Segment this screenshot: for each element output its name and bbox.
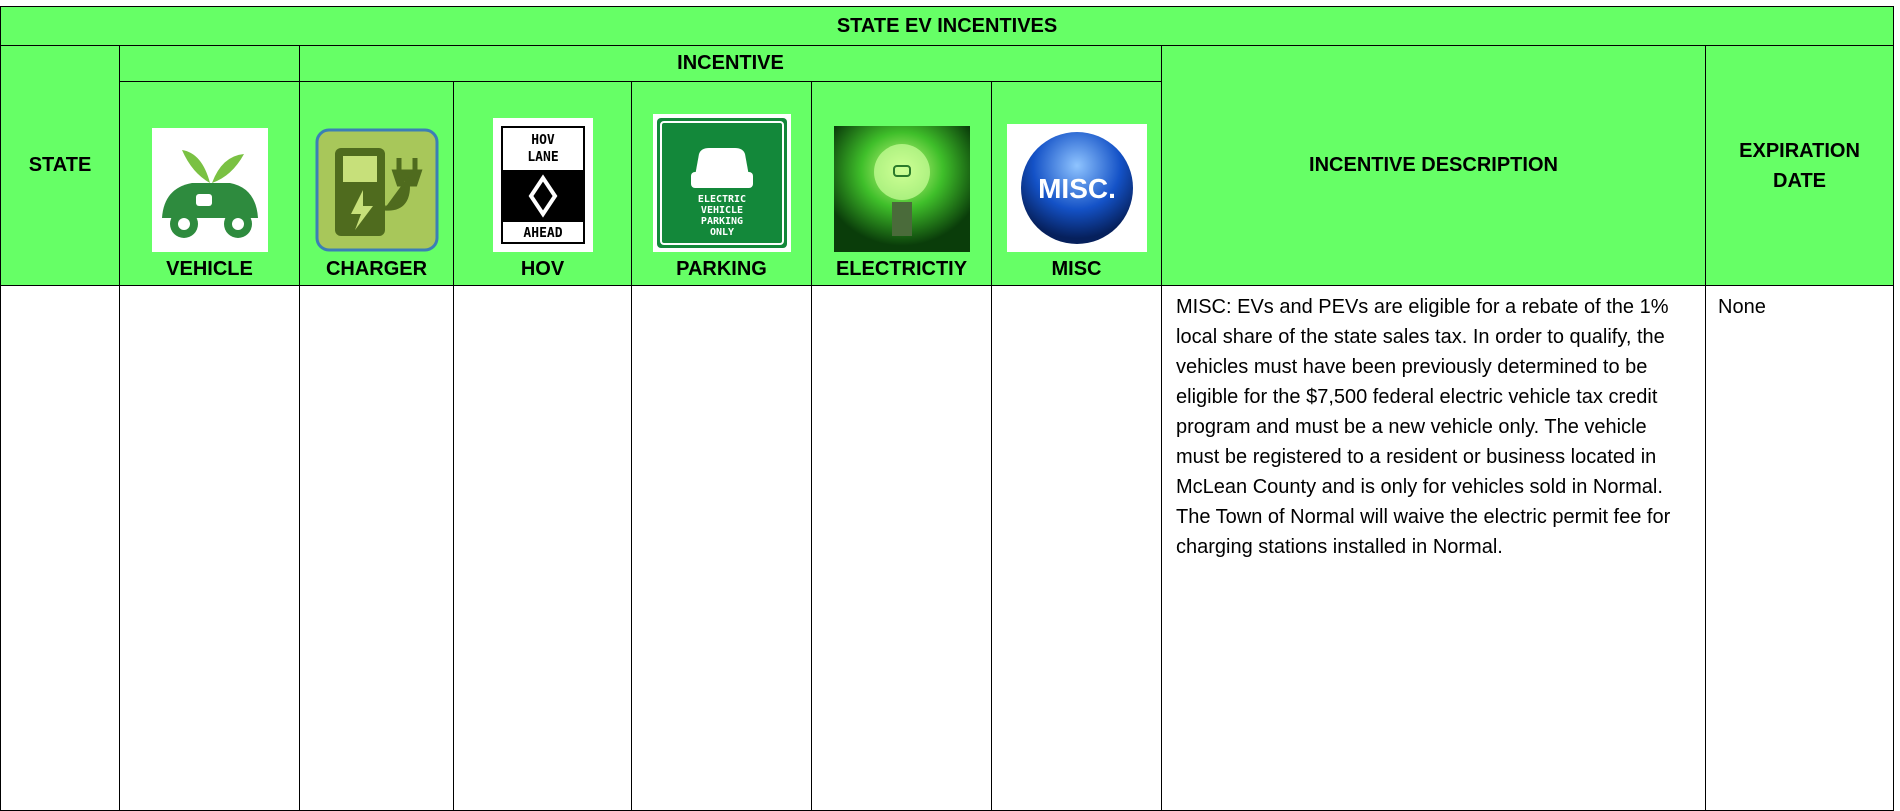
state-header: STATE: [0, 45, 120, 286]
column-label: PARKING: [676, 258, 767, 280]
sign-text: ELECTRIC: [697, 194, 745, 205]
icon-text: MISC.: [1038, 173, 1116, 204]
hov-icon: HOV LANE AHEAD: [492, 118, 593, 252]
charger-col: CHARGER: [299, 81, 454, 286]
electricity-icon: [833, 126, 970, 252]
incentive-header: INCENTIVE: [299, 45, 1162, 82]
sign-text: ONLY: [709, 227, 733, 238]
expiration-text: EXPIRATION DATE: [1739, 139, 1860, 192]
blank-header: [119, 45, 300, 82]
vehicle-icon: [151, 128, 268, 252]
misc-icon: MISC.: [1006, 124, 1147, 252]
description-header: INCENTIVE DESCRIPTION: [1161, 45, 1706, 286]
sign-text: HOV: [531, 133, 555, 148]
parking-col: ELECTRIC VEHICLE PARKING ONLY PARKING: [631, 81, 812, 286]
vehicle-col: VEHICLE: [119, 81, 300, 286]
sign-text: AHEAD: [523, 226, 562, 241]
empty-cell: [119, 285, 300, 811]
column-label: ELECTRICTIY: [835, 258, 968, 280]
hov-col: HOV LANE AHEAD HOV: [453, 81, 632, 286]
empty-cell: [631, 285, 812, 811]
column-label: CHARGER: [325, 258, 428, 280]
sign-text: PARKING: [700, 216, 742, 227]
column-label: VEHICLE: [166, 258, 253, 280]
expiration-header: EXPIRATION DATE: [1704, 45, 1895, 286]
empty-cell: [811, 285, 992, 811]
sign-text: VEHICLE: [700, 205, 742, 216]
misc-col: MISC. MISC: [991, 81, 1162, 286]
charger-icon: [315, 128, 438, 252]
column-label: MISC: [1051, 258, 1102, 280]
sign-text: LANE: [527, 150, 558, 165]
empty-cell: [299, 285, 454, 811]
parking-icon: ELECTRIC VEHICLE PARKING ONLY: [652, 114, 791, 252]
empty-cell: [991, 285, 1162, 811]
incentives-table: STATE EV INCENTIVES STATE INCENTIVE INCE…: [0, 6, 1895, 811]
description-cell: MISC: EVs and PEVs are eligible for a re…: [1161, 285, 1706, 811]
column-label: HOV: [520, 258, 565, 280]
state-cell: [0, 285, 120, 811]
expiration-cell: None: [1704, 285, 1895, 811]
electricity-col: ELECTRICTIY: [811, 81, 992, 286]
table-title: STATE EV INCENTIVES: [0, 6, 1895, 46]
empty-cell: [453, 285, 632, 811]
